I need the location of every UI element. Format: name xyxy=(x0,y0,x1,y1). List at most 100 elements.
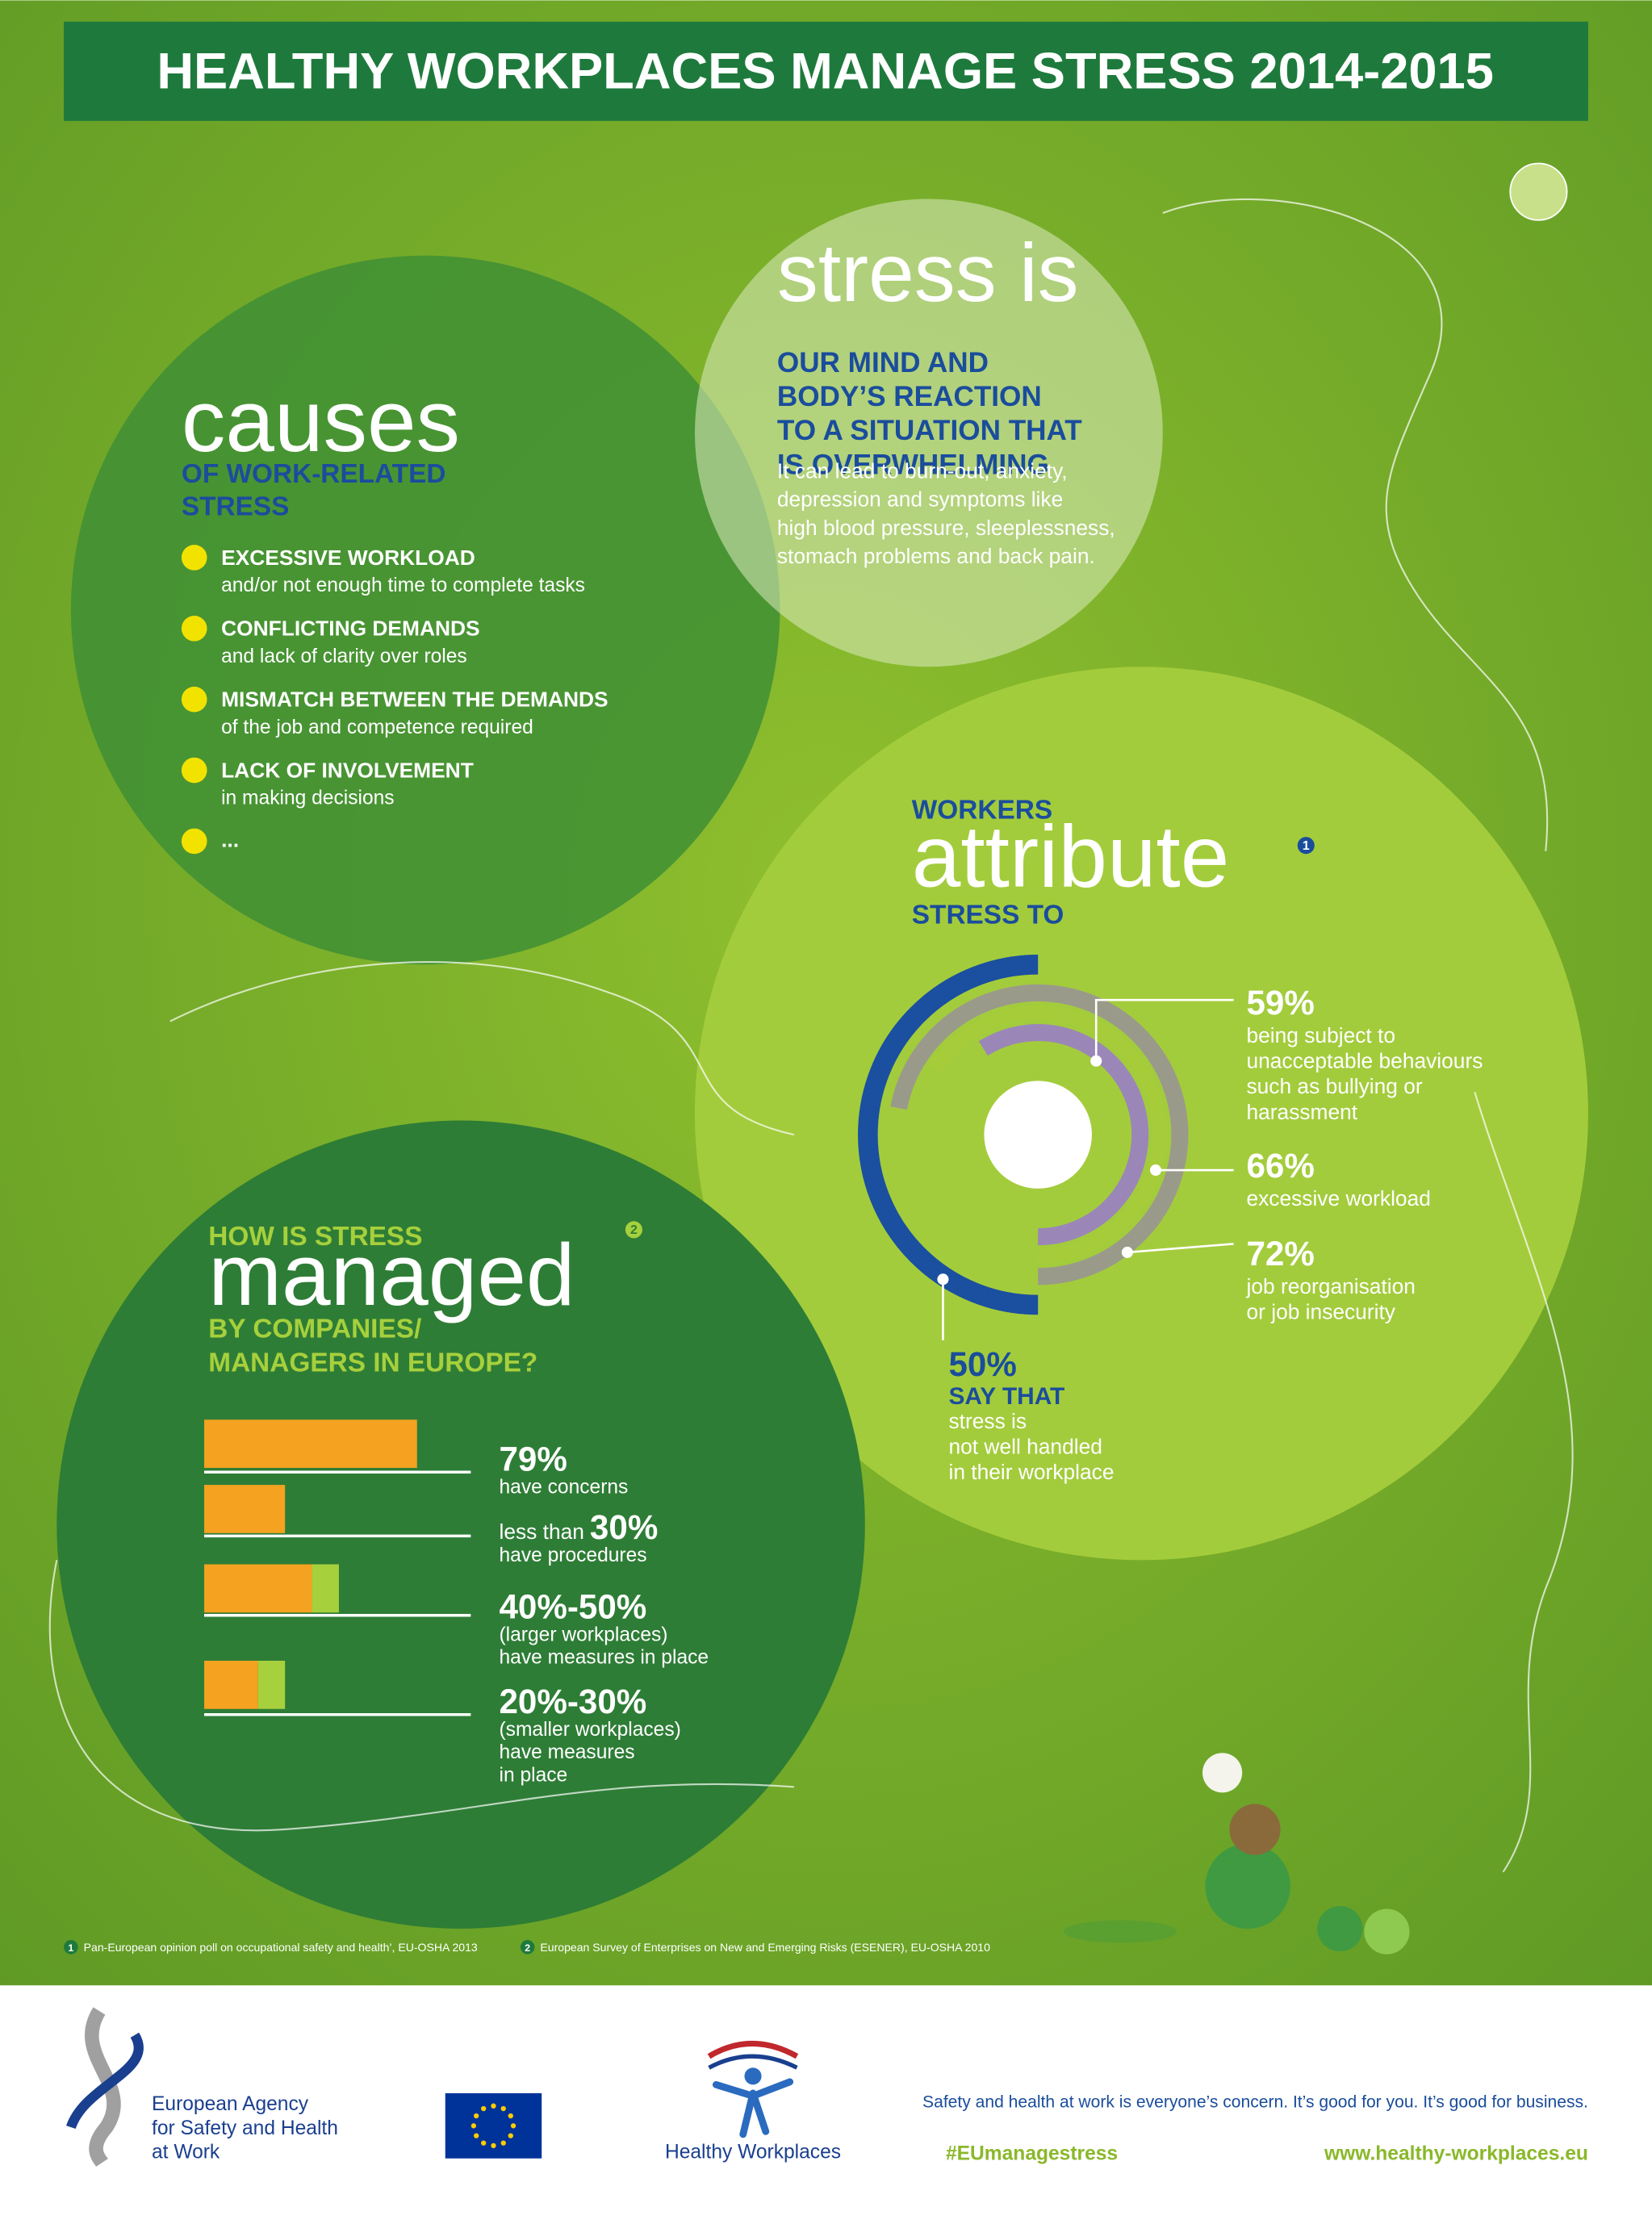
ring-arc xyxy=(858,954,1039,1315)
bar xyxy=(204,1564,312,1613)
leader-dot xyxy=(1121,1246,1133,1258)
leader-dot xyxy=(937,1273,949,1285)
attribute-post: STRESS TO xyxy=(912,900,1064,930)
stat-text: job reorganisation xyxy=(1245,1274,1415,1298)
footnote-text: European Survey of Enterprises on New an… xyxy=(540,1941,990,1954)
leader-dot xyxy=(1149,1164,1162,1177)
bar xyxy=(204,1660,258,1709)
stat-text: have measures in place xyxy=(499,1647,709,1669)
campaign-logo xyxy=(707,2041,799,2059)
bar-range xyxy=(257,1660,286,1709)
stat-text: (larger workplaces) xyxy=(499,1624,667,1645)
bullet xyxy=(181,757,207,784)
stat-text: unacceptable behaviours xyxy=(1246,1049,1483,1073)
yarn-ball xyxy=(1205,1843,1290,1929)
yarn-ball xyxy=(1317,1905,1363,1952)
eu-star xyxy=(473,2113,479,2119)
stat-text: excessive workload xyxy=(1246,1186,1430,1210)
footnote-marker xyxy=(64,1940,78,1954)
ring-center xyxy=(984,1081,1092,1189)
attribute-heading: attribute xyxy=(912,808,1230,906)
ring-arc xyxy=(929,1005,1167,1265)
cause-text: and lack of clarity over roles xyxy=(221,646,467,667)
stress-body: high blood pressure, sleeplessness, xyxy=(777,516,1115,540)
agency-name: for Safety and Health xyxy=(152,2117,338,2139)
agency-logo xyxy=(85,2007,121,2168)
causes-subheading: OF WORK-RELATED xyxy=(182,459,446,489)
bullet xyxy=(181,616,207,642)
cause-title: LACK OF INVOLVEMENT xyxy=(221,758,474,782)
shadow xyxy=(1063,1920,1177,1943)
agency-logo xyxy=(66,2032,144,2130)
yarn-ball xyxy=(1229,1804,1281,1855)
footnote-marker xyxy=(520,1940,535,1954)
cause-title: EXCESSIVE WORKLOAD xyxy=(221,546,475,570)
stat-label: 30% xyxy=(590,1508,658,1546)
stress-definition: OUR MIND AND xyxy=(777,347,989,378)
stat-prefix: less than xyxy=(499,1520,583,1544)
stat-text: such as bullying or xyxy=(1246,1074,1422,1098)
bar xyxy=(204,1485,286,1533)
cause-text: of the job and competence required xyxy=(221,717,533,738)
footnote-number: 2 xyxy=(525,1942,530,1954)
note-marker xyxy=(625,1221,642,1239)
eu-star xyxy=(471,2123,477,2129)
eu-star xyxy=(481,2105,487,2112)
campaign-logo xyxy=(708,2054,798,2070)
say-title: SAY THAT xyxy=(948,1383,1064,1410)
eu-flag xyxy=(445,2092,542,2159)
leader-line xyxy=(1094,998,1234,1061)
cause-title: MISMATCH BETWEEN THE DEMANDS xyxy=(221,687,609,711)
cause-text: in making decisions xyxy=(221,788,394,809)
campaign-name: Healthy Workplaces xyxy=(665,2142,841,2163)
thread xyxy=(1474,1092,1574,1873)
agency-name: at Work xyxy=(152,2142,220,2163)
stat-label: 20%-30% xyxy=(499,1683,646,1720)
cause-text: and/or not enough time to complete tasks xyxy=(221,575,585,596)
footer-background xyxy=(0,1985,1652,2224)
eu-star xyxy=(500,2140,506,2146)
stress-circle xyxy=(694,199,1163,667)
managed-circle xyxy=(56,1120,865,1929)
causes-circle xyxy=(70,255,780,965)
hashtag: #EUmanagestress xyxy=(946,2142,1118,2164)
say-text: stress is xyxy=(948,1409,1027,1433)
page-title: HEALTHY WORKPLACES MANAGE STRESS 2014-20… xyxy=(157,43,1494,99)
note-number: 1 xyxy=(1303,839,1310,853)
stress-definition: TO A SITUATION THAT xyxy=(777,415,1082,446)
footnote-number: 1 xyxy=(68,1942,73,1954)
managed-heading: managed xyxy=(208,1226,575,1324)
yarn-ball xyxy=(1364,1908,1410,1954)
eu-star xyxy=(508,2133,513,2138)
campaign-logo xyxy=(744,2067,762,2085)
stat-text: (smaller workplaces) xyxy=(499,1719,680,1741)
stress-body: It can lead to burn-out, anxiety, xyxy=(777,459,1068,483)
stress-definition: BODY’S REACTION xyxy=(777,381,1042,412)
say-text: in their workplace xyxy=(948,1460,1114,1484)
bullet xyxy=(181,686,207,713)
bullet xyxy=(181,828,207,855)
stat-text: being subject to xyxy=(1246,1023,1395,1047)
stat-label: 40%-50% xyxy=(499,1587,646,1625)
yarn-ball xyxy=(1202,1753,1243,1793)
eu-star xyxy=(491,2103,496,2109)
managed-post: MANAGERS IN EUROPE? xyxy=(208,1348,537,1378)
ring-arc xyxy=(978,1024,1149,1246)
bar xyxy=(204,1419,417,1469)
eu-star xyxy=(510,2123,517,2129)
bullet xyxy=(181,545,207,571)
managed-post: BY COMPANIES/ xyxy=(208,1314,421,1344)
causes-heading: causes xyxy=(182,372,460,470)
say-text: not well handled xyxy=(948,1434,1102,1458)
causes-subheading: STRESS xyxy=(182,491,290,521)
cause-more: ... xyxy=(221,827,239,851)
stat-text: have concerns xyxy=(499,1477,628,1499)
cause-title: CONFLICTING DEMANDS xyxy=(221,617,479,641)
thread xyxy=(1162,198,1549,851)
managed-pre: HOW IS STRESS xyxy=(208,1222,422,1252)
stress-definition: IS OVERWHELMING xyxy=(777,449,1049,480)
bar-range xyxy=(312,1564,339,1613)
